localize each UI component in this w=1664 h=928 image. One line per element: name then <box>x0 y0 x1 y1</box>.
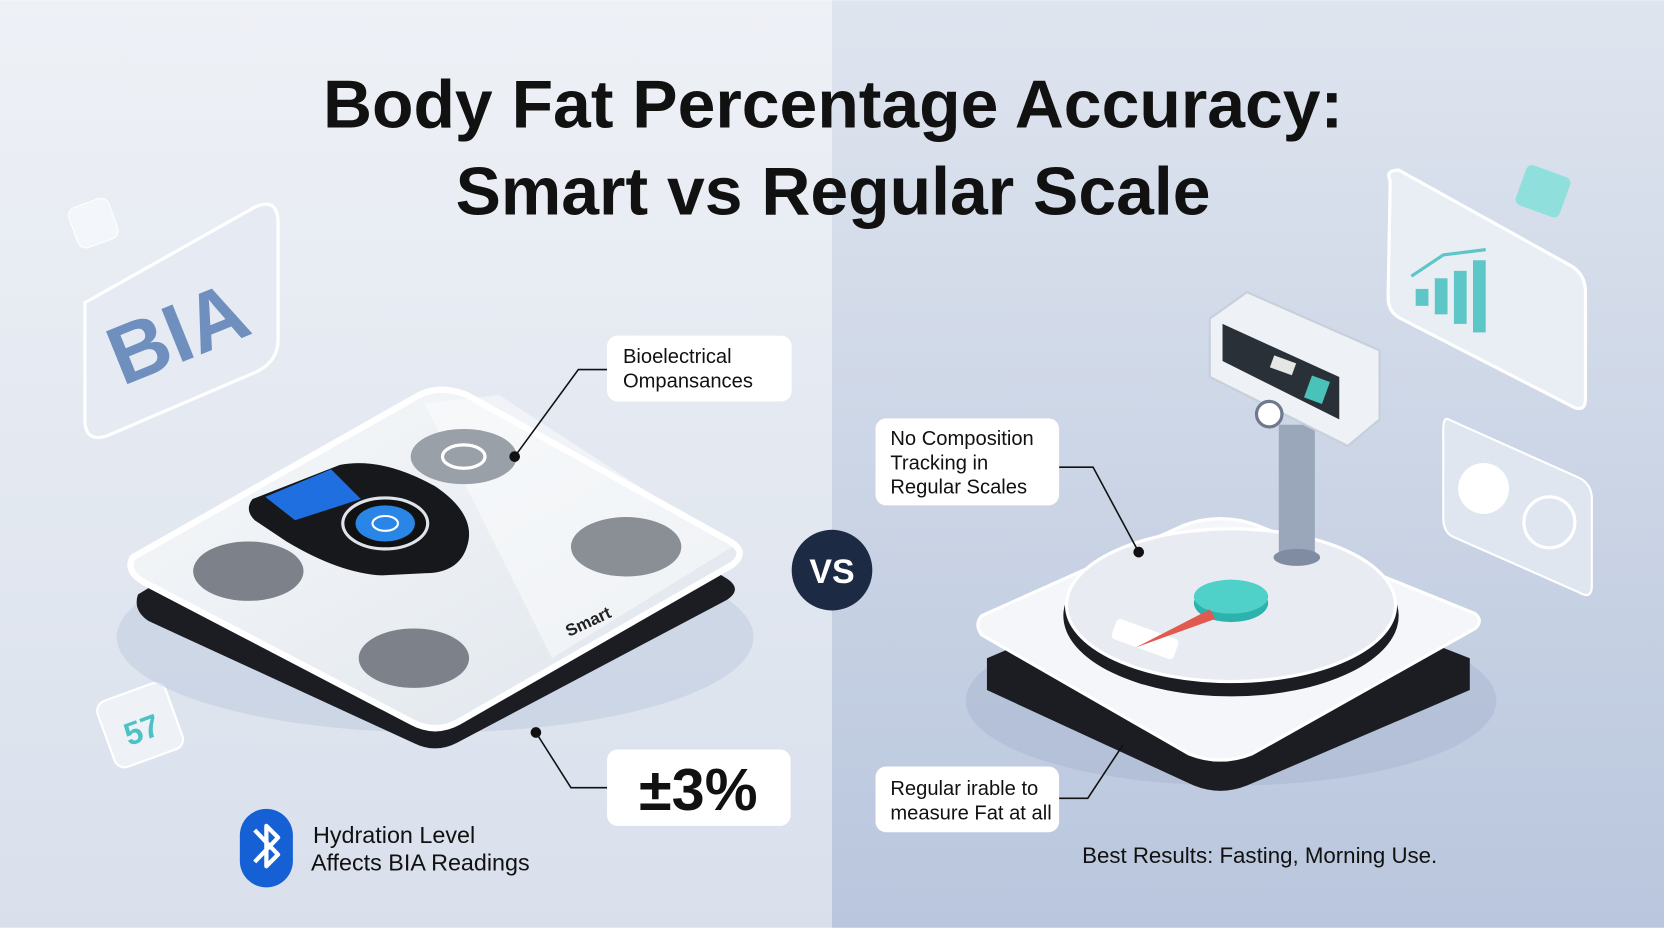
icon <box>1458 462 1510 514</box>
callout-box <box>607 335 792 402</box>
callout-box <box>875 418 1060 506</box>
accuracy-value: ±3% <box>639 756 757 823</box>
accuracy-box <box>607 749 791 826</box>
leader-line <box>535 732 608 789</box>
icon <box>1522 495 1577 550</box>
icon <box>68 197 119 249</box>
leader-dot <box>530 727 542 738</box>
regular-scale <box>965 290 1497 791</box>
icon <box>96 681 185 769</box>
title-line: Smart vs Regular Scale <box>456 155 1211 230</box>
note-text: Hydration Level <box>313 822 475 848</box>
leader-dot <box>1133 546 1144 558</box>
callout-text: No Composition <box>890 428 1033 450</box>
bluetooth-icon <box>239 808 293 888</box>
bia-badge: BIA <box>83 202 280 440</box>
leader-line <box>1059 744 1124 800</box>
icon-card <box>1442 417 1593 597</box>
leader-dot <box>509 451 520 462</box>
title-line: Body Fat Percentage Accuracy: <box>323 68 1343 143</box>
callout-text: Bioelectrical <box>623 346 732 368</box>
vs-text: VS <box>809 553 854 591</box>
callout-box <box>875 766 1060 833</box>
callout-text: Tracking in <box>890 452 988 474</box>
callout-text: Regular irable to <box>890 778 1038 800</box>
icon <box>1515 165 1571 218</box>
chart-card <box>1386 168 1588 411</box>
note-text: Affects BIA Readings <box>311 849 530 875</box>
callout-text: measure Fat at all <box>890 803 1051 825</box>
chart-card-bars <box>1415 260 1486 333</box>
vs-badge <box>791 529 873 611</box>
chart-card-line <box>1410 248 1486 278</box>
note-text: Best Results: Fasting, Morning Use. <box>1082 843 1437 868</box>
leader-line <box>514 368 611 458</box>
smart-scale: Smart <box>116 386 754 749</box>
callout-text: Regular Scales <box>890 477 1027 499</box>
leader-line <box>1059 466 1140 553</box>
callout-text: Ompansances <box>623 371 753 393</box>
